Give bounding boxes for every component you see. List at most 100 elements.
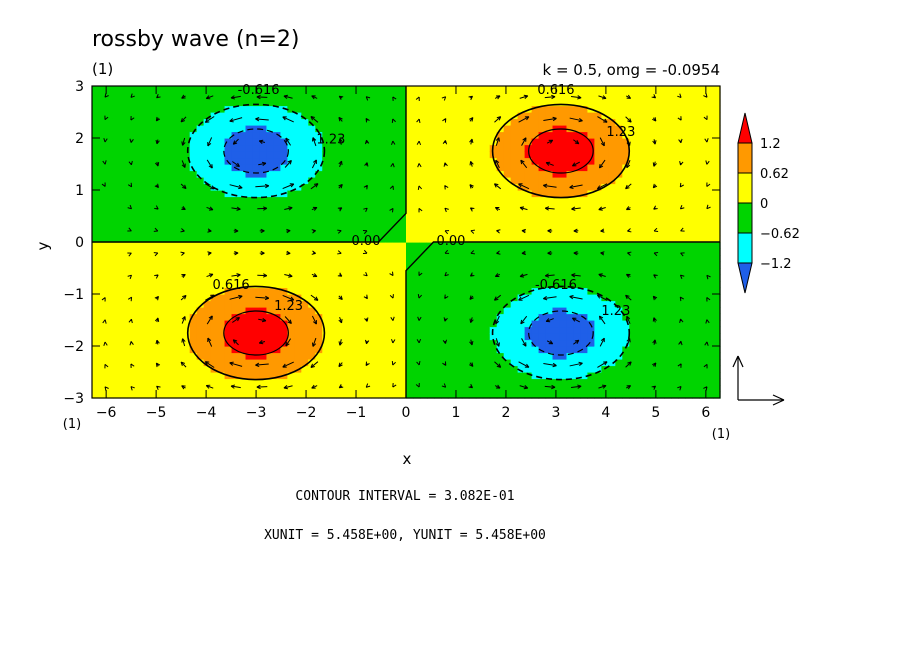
contour-fill-cell (587, 112, 595, 120)
contour-fill-cell (713, 274, 721, 282)
contour-fill-cell (510, 216, 519, 224)
contour-fill-cell (196, 333, 205, 341)
contour-fill-cell (217, 378, 226, 386)
contour-fill-cell (713, 281, 721, 289)
contour-fill-cell (517, 164, 526, 172)
contour-fill-cell (98, 138, 107, 146)
contour-fill-cell (671, 144, 679, 152)
contour-fill-cell (615, 287, 623, 295)
contour-fill-cell (273, 274, 281, 282)
vector-arrow-head (102, 160, 107, 165)
contour-fill-cell (392, 339, 400, 347)
contour-fill-cell (643, 92, 651, 100)
contour-fill-cell (154, 144, 163, 152)
contour-fill-cell (433, 391, 442, 399)
contour-fill-cell (266, 216, 275, 224)
contour-fill-cell (622, 86, 630, 94)
contour-fill-cell (692, 105, 700, 113)
contour-fill-cell (231, 86, 240, 94)
contour-fill-cell (692, 151, 700, 159)
chart-subtitle-left: (1) (92, 60, 113, 78)
contour-fill-cell (496, 190, 505, 198)
contour-fill-cell (412, 157, 421, 165)
contour-fill-cell (433, 385, 442, 393)
contour-fill-cell (280, 346, 288, 354)
contour-fill-cell (105, 352, 114, 360)
contour-fill-cell (364, 359, 372, 367)
contour-fill-cell (706, 281, 714, 289)
contour-fill-cell (454, 92, 463, 100)
contour-fill-cell (112, 385, 121, 393)
contour-fill-cell (706, 385, 714, 393)
contour-fill-cell (161, 287, 170, 295)
contour-fill-cell (266, 300, 275, 308)
contour-fill-cell (573, 261, 582, 269)
contour-fill-cell (692, 255, 700, 263)
contour-fill-cell (371, 105, 379, 113)
contour-fill-cell (406, 248, 414, 256)
contour-fill-cell (461, 359, 470, 367)
contour-fill-cell (147, 118, 156, 126)
contour-fill-cell (664, 268, 672, 276)
contour-fill-cell (294, 144, 302, 152)
contour-fill-cell (245, 333, 254, 341)
contour-fill-cell (238, 229, 247, 237)
contour-fill-cell (468, 112, 477, 120)
contour-fill-cell (496, 294, 505, 302)
contour-fill-cell (378, 339, 386, 347)
contour-fill-cell (650, 378, 658, 386)
contour-fill-cell (252, 209, 261, 217)
contour-fill-cell (531, 346, 540, 354)
contour-fill-cell (392, 131, 400, 139)
contour-fill-cell (412, 326, 421, 334)
contour-fill-cell (517, 112, 526, 120)
contour-fill-cell (189, 287, 198, 295)
contour-fill-cell (552, 138, 561, 146)
contour-fill-cell (503, 151, 512, 159)
vector-arrow-head (338, 116, 343, 122)
contour-fill-cell (336, 125, 344, 133)
contour-fill-cell (475, 352, 484, 360)
contour-fill-cell (517, 216, 526, 224)
contour-fill-cell (657, 333, 665, 341)
contour-fill-cell (419, 287, 428, 295)
contour-fill-cell (489, 242, 498, 250)
contour-fill-cell (364, 320, 372, 328)
contour-fill-cell (594, 118, 602, 126)
contour-fill-cell (399, 99, 407, 107)
contour-fill-cell (531, 242, 540, 250)
contour-fill-cell (385, 183, 393, 191)
contour-fill-cell (608, 216, 616, 224)
contour-fill-cell (266, 112, 275, 120)
contour-fill-cell (385, 339, 393, 347)
vector-arrow-head (285, 137, 290, 143)
contour-fill-cell (385, 300, 393, 308)
vector-arrow-head (418, 271, 423, 276)
contour-fill-cell (98, 196, 107, 204)
contour-fill-cell (713, 203, 721, 211)
contour-fill-cell (713, 365, 721, 373)
contour-fill-cell (266, 203, 275, 211)
contour-fill-cell (350, 209, 358, 217)
contour-fill-cell (475, 125, 484, 133)
contour-fill-cell (224, 242, 233, 250)
contour-fill-cell (210, 294, 219, 302)
contour-fill-cell (615, 300, 623, 308)
contour-fill-cell (217, 307, 226, 315)
contour-fill-cell (517, 144, 526, 152)
vector-arrow-head (469, 184, 474, 189)
contour-fill-cell (98, 339, 107, 347)
vector-arrow-head (101, 297, 106, 302)
contour-fill-cell (601, 274, 609, 282)
contour-fill-cell (692, 235, 700, 243)
vector-arrow (285, 137, 292, 146)
contour-fill-cell (112, 391, 121, 399)
contour-fill-cell (524, 125, 533, 133)
contour-fill-cell (692, 86, 700, 94)
contour-fill-cell (182, 352, 191, 360)
contour-fill-cell (552, 352, 561, 360)
contour-fill-cell (615, 320, 623, 328)
contour-fill-cell (406, 151, 414, 159)
contour-fill-cell (399, 391, 407, 399)
contour-fill-cell (161, 391, 170, 399)
